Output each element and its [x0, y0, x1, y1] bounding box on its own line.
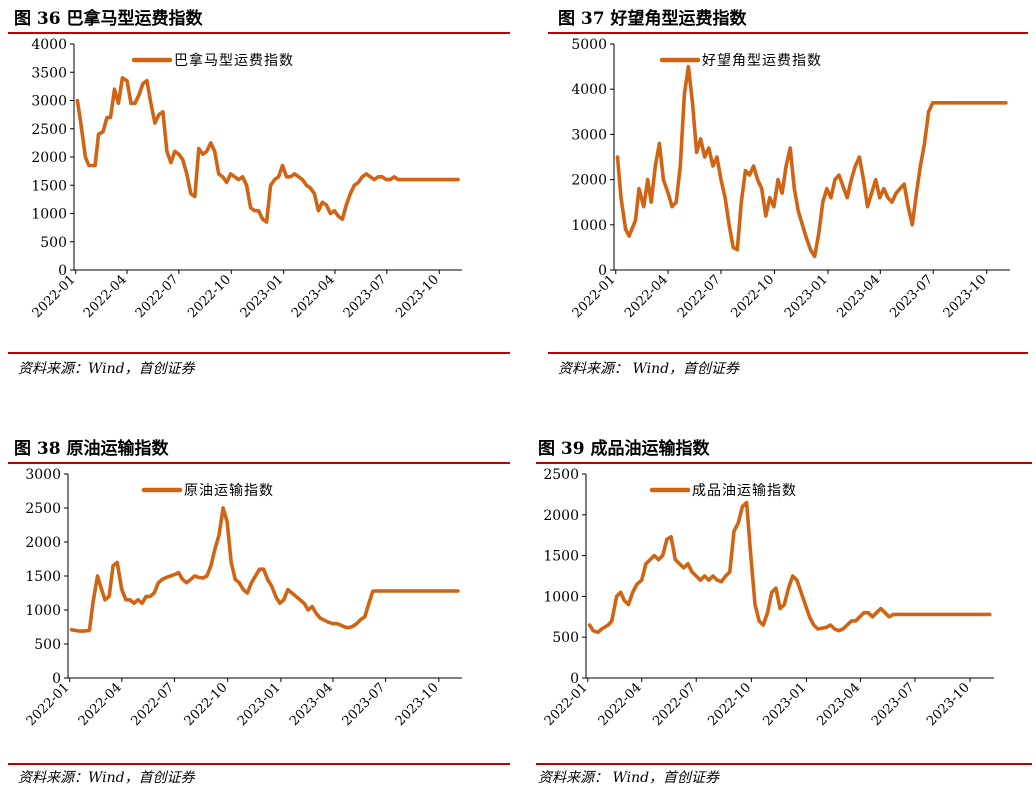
source-note: 资料来源：Wind，首创证券	[18, 770, 195, 786]
y-tick-label: 0	[52, 671, 61, 687]
x-tick-label: 2023-01	[235, 680, 284, 729]
x-tick-label: 2023-04	[289, 272, 338, 321]
title-rule	[548, 32, 1028, 34]
x-tick-label: 2023-04	[287, 680, 336, 729]
x-tick-label: 2023-01	[760, 680, 809, 729]
source-rule	[548, 352, 1028, 354]
x-tick-label: 2023-10	[393, 680, 442, 729]
x-tick-label: 2022-10	[185, 272, 234, 321]
y-tick-label: 4000	[31, 37, 67, 53]
y-tick-label: 2500	[25, 501, 61, 517]
x-tick-label: 2023-10	[393, 272, 442, 321]
x-tick-label: 2023-10	[924, 680, 973, 729]
source-rule	[536, 763, 1032, 765]
series-line	[69, 506, 460, 633]
chart-svg: 0 500 1000 1500 2000 2500 2022-01 2022-04 2022-0…	[542, 467, 994, 729]
y-tick-label: 2000	[543, 508, 579, 524]
source-note: 资料来源：Wind，首创证券	[18, 361, 195, 377]
chart-title: 图 39 成品油运输指数	[538, 439, 710, 459]
y-tick-label: 1000	[31, 207, 67, 223]
x-tick-label: 2022-01	[542, 680, 591, 729]
legend-label: 好望角型运费指数	[702, 53, 822, 69]
x-tick-label: 2023-07	[887, 272, 936, 321]
legend-label: 巴拿马型运费指数	[174, 52, 294, 69]
x-tick-label: 2023-10	[941, 272, 990, 321]
y-tick-label: 2000	[31, 150, 67, 166]
y-tick-label: 0	[570, 671, 579, 687]
title-rule	[536, 462, 1032, 464]
source-note: 资料来源： Wind，首创证券	[558, 361, 740, 377]
y-tick-label: 1500	[25, 569, 61, 585]
title-rule	[8, 462, 510, 464]
x-tick-label: 2023-07	[341, 272, 390, 321]
x-tick-label: 2023-01	[238, 272, 287, 321]
y-tick-label: 2000	[571, 173, 607, 189]
series-line	[75, 76, 460, 224]
y-tick-label: 3500	[31, 65, 67, 81]
x-tick-label: 2022-04	[81, 272, 130, 321]
y-tick-label: 500	[40, 235, 67, 251]
chart-title: 图 38 原油运输指数	[14, 439, 169, 459]
chart-panel-crude: 图 38 原油运输指数 0 500 1000 1500 2000 2500 3000 2022…	[0, 430, 518, 791]
chart-title: 图 36 巴拿马型运费指数	[14, 9, 203, 29]
source-rule	[8, 352, 510, 354]
y-tick-label: 1000	[25, 603, 61, 619]
y-tick-label: 0	[598, 263, 607, 279]
series-line	[587, 500, 992, 635]
chart-panel-product: 图 39 成品油运输指数 0 500 1000 1500 2000 2500 2022-01…	[518, 430, 1036, 791]
x-tick-label: 2022-01	[24, 680, 73, 729]
series-line	[615, 64, 1008, 259]
x-tick-label: 2023-04	[834, 272, 883, 321]
y-tick-label: 4000	[571, 82, 607, 98]
x-tick-label: 2022-10	[182, 680, 231, 729]
y-tick-label: 1500	[31, 178, 67, 194]
x-tick-label: 2022-01	[570, 272, 619, 321]
source-rule	[8, 763, 510, 765]
chart-panel-panamax: 图 36 巴拿马型运费指数 0 500 1000 1500 2000 2500 3000 35…	[0, 0, 518, 395]
x-tick-label: 2023-07	[869, 680, 918, 729]
y-tick-label: 500	[552, 630, 579, 646]
y-tick-label: 2500	[543, 467, 579, 483]
chart-title: 图 37 好望角型运费指数	[558, 9, 747, 29]
source-note: 资料来源： Wind，首创证券	[538, 770, 720, 786]
x-tick-label: 2022-07	[675, 272, 724, 321]
x-tick-label: 2022-10	[729, 272, 778, 321]
y-tick-label: 3000	[571, 127, 607, 143]
y-tick-label: 2500	[31, 122, 67, 138]
x-tick-label: 2022-10	[705, 680, 754, 729]
x-tick-label: 2022-07	[650, 680, 699, 729]
x-tick-label: 2023-07	[340, 680, 389, 729]
y-tick-label: 3000	[25, 467, 61, 483]
y-tick-label: 1000	[571, 218, 607, 234]
x-tick-label: 2023-04	[814, 680, 863, 729]
y-tick-label: 3000	[31, 94, 67, 110]
x-tick-label: 2022-07	[128, 680, 177, 729]
legend-label: 原油运输指数	[184, 483, 274, 499]
x-tick-label: 2022-07	[133, 272, 182, 321]
x-tick-label: 2022-04	[596, 680, 645, 729]
x-tick-label: 2022-04	[622, 272, 671, 321]
y-tick-label: 0	[58, 263, 67, 279]
x-tick-label: 2023-01	[782, 272, 831, 321]
x-tick-label: 2022-04	[76, 680, 125, 729]
y-tick-label: 5000	[571, 37, 607, 53]
y-tick-label: 1000	[543, 589, 579, 605]
y-tick-label: 500	[34, 637, 61, 653]
title-rule	[8, 32, 510, 34]
y-tick-label: 2000	[25, 535, 61, 551]
y-tick-label: 1500	[543, 549, 579, 565]
legend-label: 成品油运输指数	[692, 483, 797, 499]
chart-panel-capesize: 图 37 好望角型运费指数 0 1000 2000 3000 4000 5000 2022-…	[518, 0, 1036, 395]
x-tick-label: 2022-01	[30, 272, 79, 321]
